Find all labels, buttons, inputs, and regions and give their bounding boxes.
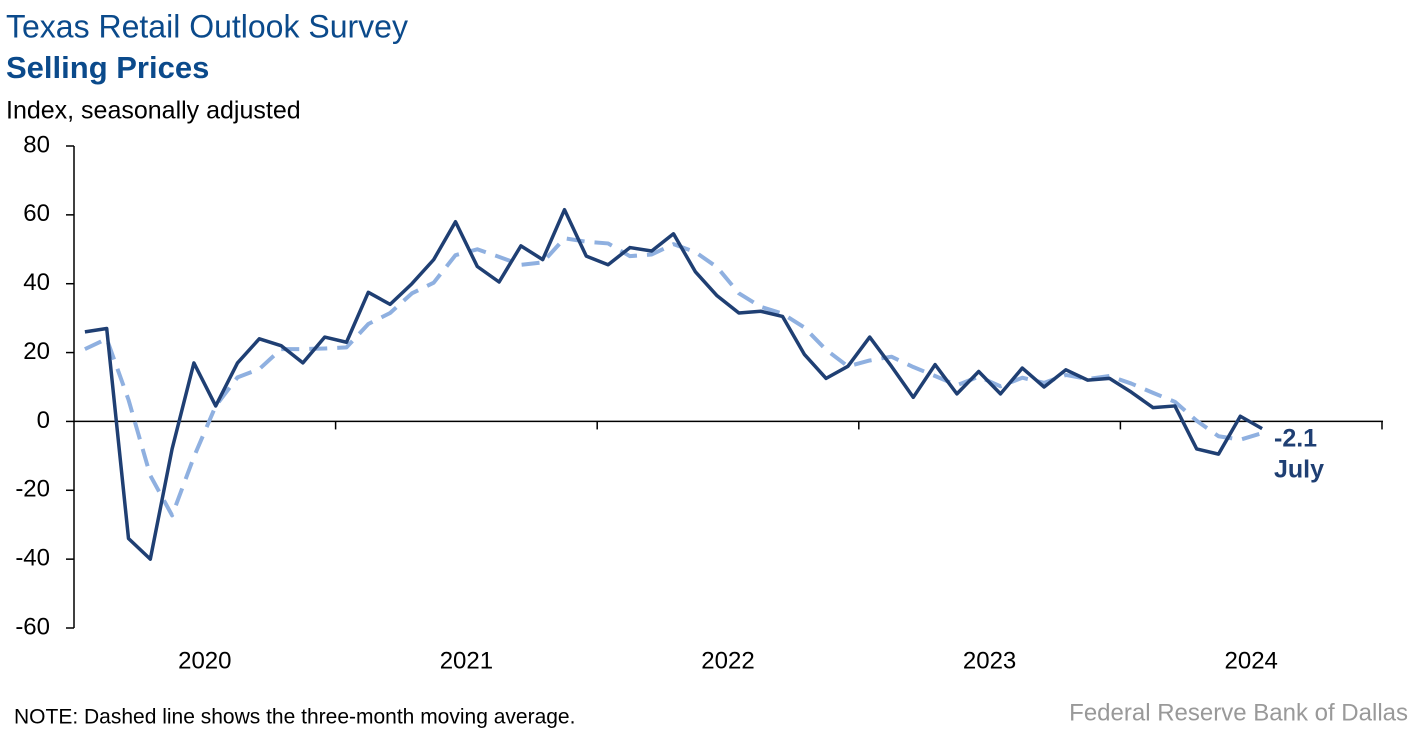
y-axis-label: Index, seasonally adjusted: [6, 97, 301, 125]
y-tick-label: 20: [23, 338, 50, 365]
chart-title: Texas Retail Outlook Survey: [6, 8, 408, 44]
y-tick-label: -40: [15, 544, 50, 571]
y-tick-label: -60: [15, 613, 50, 640]
x-tick-label: 2021: [440, 647, 493, 674]
x-tick-label: 2020: [178, 647, 231, 674]
y-tick-label: 40: [23, 269, 50, 296]
source: Federal Reserve Bank of Dallas: [1069, 699, 1408, 726]
note: NOTE: Dashed line shows the three-month …: [14, 706, 575, 729]
x-tick-label: 2023: [963, 647, 1016, 674]
x-tick-label: 2022: [701, 647, 754, 674]
end-annotation: July: [1274, 456, 1324, 484]
y-tick-label: 80: [23, 131, 50, 158]
y-tick-label: 60: [23, 200, 50, 227]
y-tick-label: -20: [15, 476, 50, 503]
moving-average-line: [84, 236, 1263, 518]
y-tick-label: 0: [37, 407, 50, 434]
x-tick-label: 2024: [1225, 647, 1278, 674]
end-value-label: -2.1: [1274, 425, 1317, 453]
series-line: [84, 207, 1263, 561]
chart-subtitle: Selling Prices: [6, 50, 209, 85]
